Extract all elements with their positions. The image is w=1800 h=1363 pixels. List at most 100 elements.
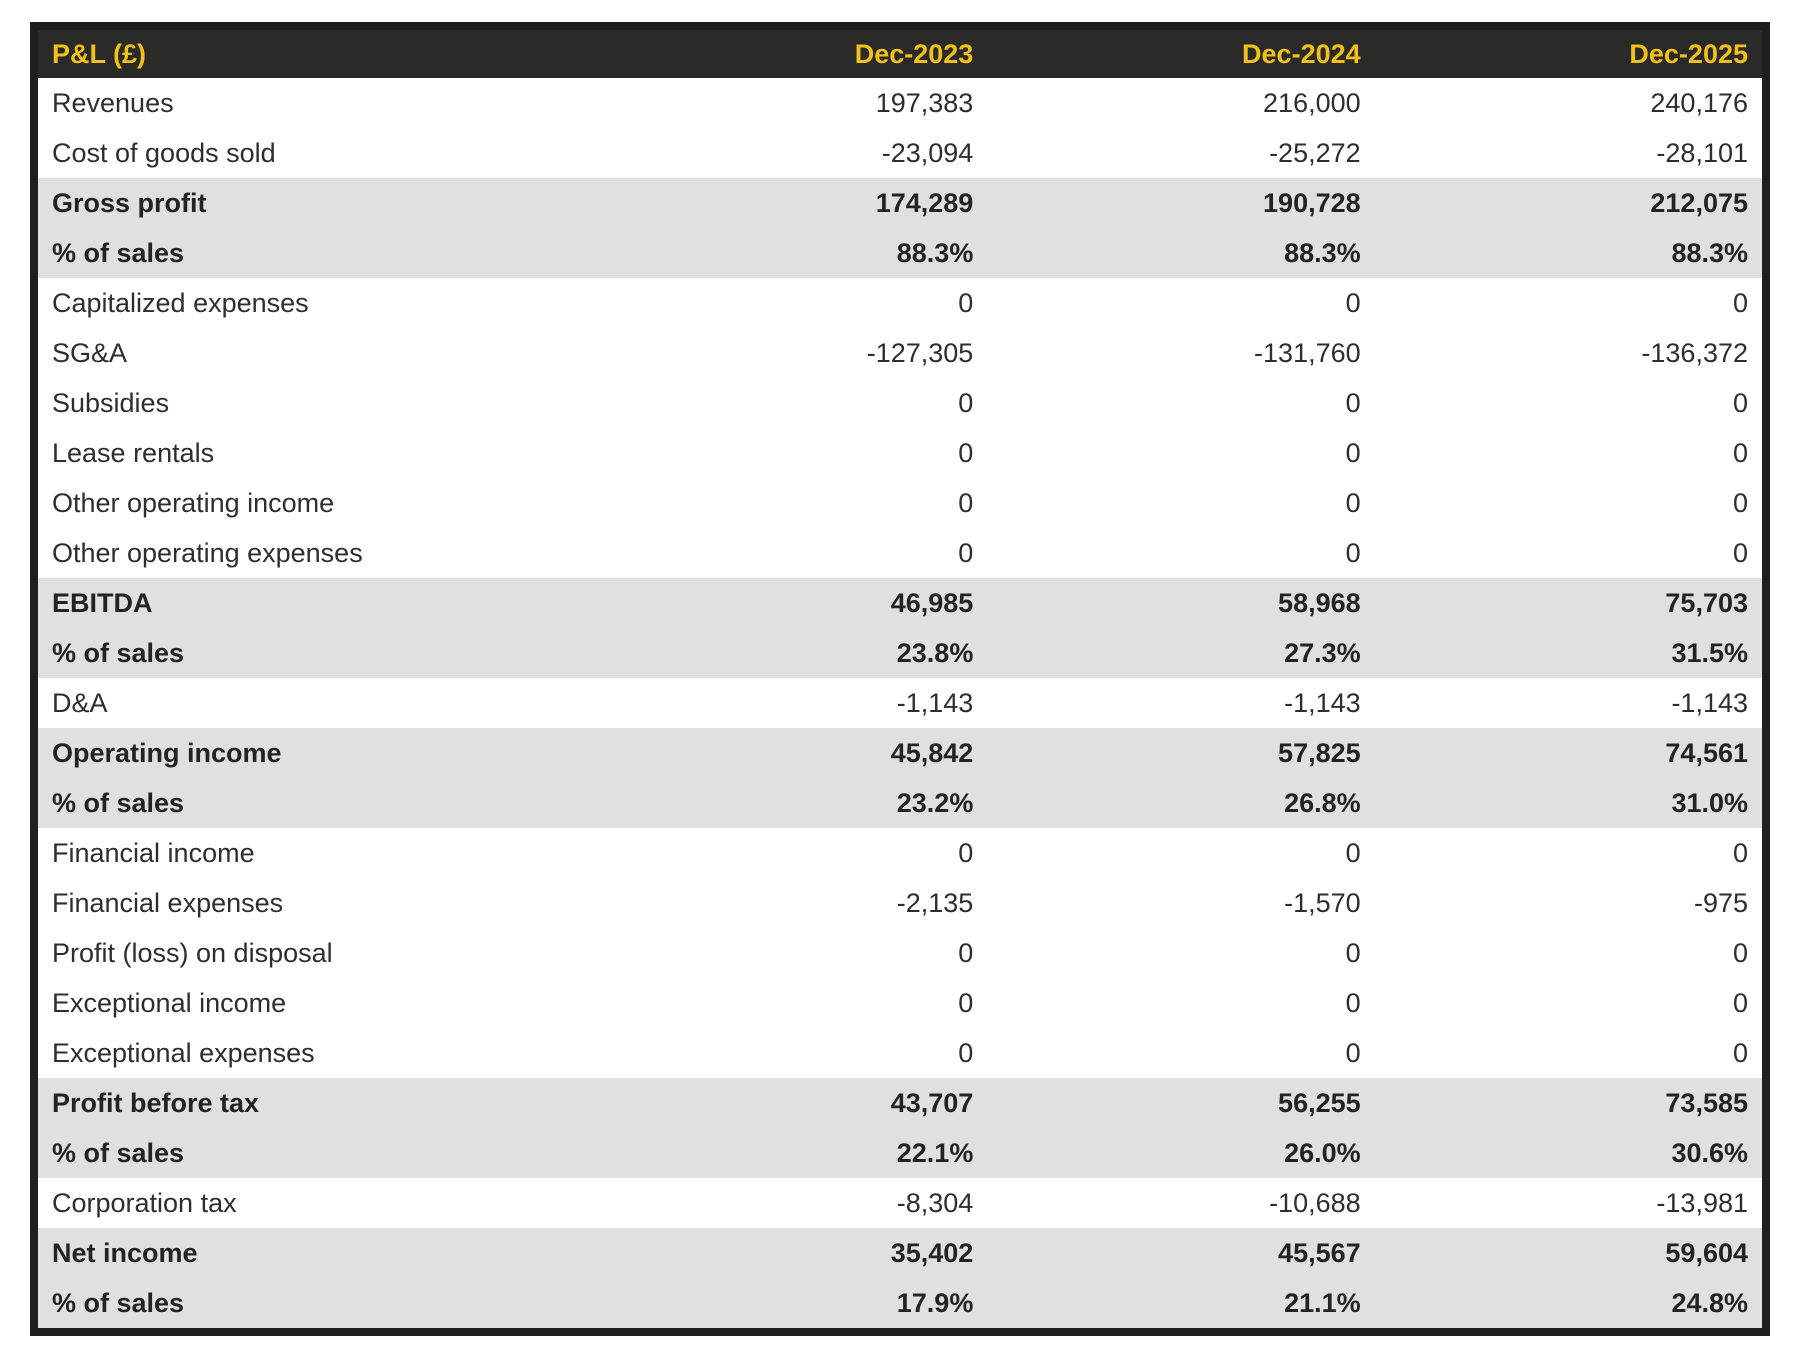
cell-value: 190,728 xyxy=(987,178,1375,228)
cell-value: 45,842 xyxy=(600,728,988,778)
row-label: Exceptional expenses xyxy=(38,1028,601,1078)
cell-value: 0 xyxy=(1374,978,1762,1028)
table-row: Other operating expenses 0 0 0 xyxy=(38,528,1762,578)
cell-value: 0 xyxy=(1374,278,1762,328)
table-title: P&L (£) xyxy=(38,30,601,78)
table-row: Exceptional expenses 0 0 0 xyxy=(38,1028,1762,1078)
cell-value: 0 xyxy=(987,528,1375,578)
cell-value: -2,135 xyxy=(600,878,988,928)
table-row: Exceptional income 0 0 0 xyxy=(38,978,1762,1028)
table-row: Subsidies 0 0 0 xyxy=(38,378,1762,428)
cell-value: 31.0% xyxy=(1374,778,1762,828)
cell-value: 197,383 xyxy=(600,78,988,128)
cell-value: 0 xyxy=(1374,928,1762,978)
cell-value: 23.2% xyxy=(600,778,988,828)
cell-value: 59,604 xyxy=(1374,1228,1762,1278)
cell-value: 73,585 xyxy=(1374,1078,1762,1128)
cell-value: 0 xyxy=(987,478,1375,528)
cell-value: -1,143 xyxy=(987,678,1375,728)
cell-value: 0 xyxy=(987,378,1375,428)
cell-value: 58,968 xyxy=(987,578,1375,628)
cell-value: 0 xyxy=(987,1028,1375,1078)
row-label: SG&A xyxy=(38,328,601,378)
cell-value: -1,143 xyxy=(600,678,988,728)
row-label: Operating income xyxy=(38,728,601,778)
cell-value: -975 xyxy=(1374,878,1762,928)
cell-value: 0 xyxy=(600,928,988,978)
col-header-dec-2025: Dec-2025 xyxy=(1374,30,1762,78)
table-row: SG&A -127,305 -131,760 -136,372 xyxy=(38,328,1762,378)
row-label: Revenues xyxy=(38,78,601,128)
row-label: EBITDA xyxy=(38,578,601,628)
cell-value: -23,094 xyxy=(600,128,988,178)
table-row: % of sales 22.1% 26.0% 30.6% xyxy=(38,1128,1762,1178)
table-row: Corporation tax -8,304 -10,688 -13,981 xyxy=(38,1178,1762,1228)
table-row: Capitalized expenses 0 0 0 xyxy=(38,278,1762,328)
cell-value: 0 xyxy=(600,478,988,528)
cell-value: 0 xyxy=(600,828,988,878)
pnl-table-container: P&L (£) Dec-2023 Dec-2024 Dec-2025 Reven… xyxy=(30,22,1770,1336)
cell-value: -10,688 xyxy=(987,1178,1375,1228)
table-row: Financial income 0 0 0 xyxy=(38,828,1762,878)
row-label: Capitalized expenses xyxy=(38,278,601,328)
row-label: % of sales xyxy=(38,628,601,678)
row-label: Profit before tax xyxy=(38,1078,601,1128)
cell-value: 0 xyxy=(1374,528,1762,578)
table-row: EBITDA 46,985 58,968 75,703 xyxy=(38,578,1762,628)
cell-value: 56,255 xyxy=(987,1078,1375,1128)
table-row: Cost of goods sold -23,094 -25,272 -28,101 xyxy=(38,128,1762,178)
table-row: % of sales 23.8% 27.3% 31.5% xyxy=(38,628,1762,678)
cell-value: 0 xyxy=(987,278,1375,328)
cell-value: 0 xyxy=(987,828,1375,878)
cell-value: -8,304 xyxy=(600,1178,988,1228)
table-row: % of sales 88.3% 88.3% 88.3% xyxy=(38,228,1762,278)
cell-value: 27.3% xyxy=(987,628,1375,678)
cell-value: -131,760 xyxy=(987,328,1375,378)
cell-value: 240,176 xyxy=(1374,78,1762,128)
cell-value: 216,000 xyxy=(987,78,1375,128)
cell-value: 0 xyxy=(1374,378,1762,428)
cell-value: 45,567 xyxy=(987,1228,1375,1278)
cell-value: 75,703 xyxy=(1374,578,1762,628)
table-row: Financial expenses -2,135 -1,570 -975 xyxy=(38,878,1762,928)
cell-value: 26.0% xyxy=(987,1128,1375,1178)
cell-value: 0 xyxy=(600,378,988,428)
row-label: % of sales xyxy=(38,1278,601,1328)
pnl-table: P&L (£) Dec-2023 Dec-2024 Dec-2025 Reven… xyxy=(38,30,1762,1328)
row-label: Lease rentals xyxy=(38,428,601,478)
table-row: D&A -1,143 -1,143 -1,143 xyxy=(38,678,1762,728)
cell-value: 0 xyxy=(987,428,1375,478)
row-label: % of sales xyxy=(38,778,601,828)
cell-value: 24.8% xyxy=(1374,1278,1762,1328)
row-label: Financial income xyxy=(38,828,601,878)
col-header-dec-2023: Dec-2023 xyxy=(600,30,988,78)
cell-value: 0 xyxy=(1374,1028,1762,1078)
cell-value: 0 xyxy=(1374,828,1762,878)
cell-value: 23.8% xyxy=(600,628,988,678)
row-label: Corporation tax xyxy=(38,1178,601,1228)
table-row: Lease rentals 0 0 0 xyxy=(38,428,1762,478)
cell-value: 17.9% xyxy=(600,1278,988,1328)
cell-value: 0 xyxy=(987,928,1375,978)
row-label: Profit (loss) on disposal xyxy=(38,928,601,978)
cell-value: -25,272 xyxy=(987,128,1375,178)
cell-value: 174,289 xyxy=(600,178,988,228)
row-label: % of sales xyxy=(38,1128,601,1178)
row-label: Subsidies xyxy=(38,378,601,428)
col-header-dec-2024: Dec-2024 xyxy=(987,30,1375,78)
row-label: Exceptional income xyxy=(38,978,601,1028)
cell-value: -28,101 xyxy=(1374,128,1762,178)
cell-value: 0 xyxy=(1374,478,1762,528)
cell-value: 0 xyxy=(600,528,988,578)
row-label: D&A xyxy=(38,678,601,728)
row-label: Other operating income xyxy=(38,478,601,528)
cell-value: 0 xyxy=(600,278,988,328)
table-row: % of sales 17.9% 21.1% 24.8% xyxy=(38,1278,1762,1328)
table-row: Net income 35,402 45,567 59,604 xyxy=(38,1228,1762,1278)
row-label: Net income xyxy=(38,1228,601,1278)
row-label: Other operating expenses xyxy=(38,528,601,578)
cell-value: 0 xyxy=(1374,428,1762,478)
cell-value: 88.3% xyxy=(1374,228,1762,278)
row-label: Financial expenses xyxy=(38,878,601,928)
table-row: Profit (loss) on disposal 0 0 0 xyxy=(38,928,1762,978)
